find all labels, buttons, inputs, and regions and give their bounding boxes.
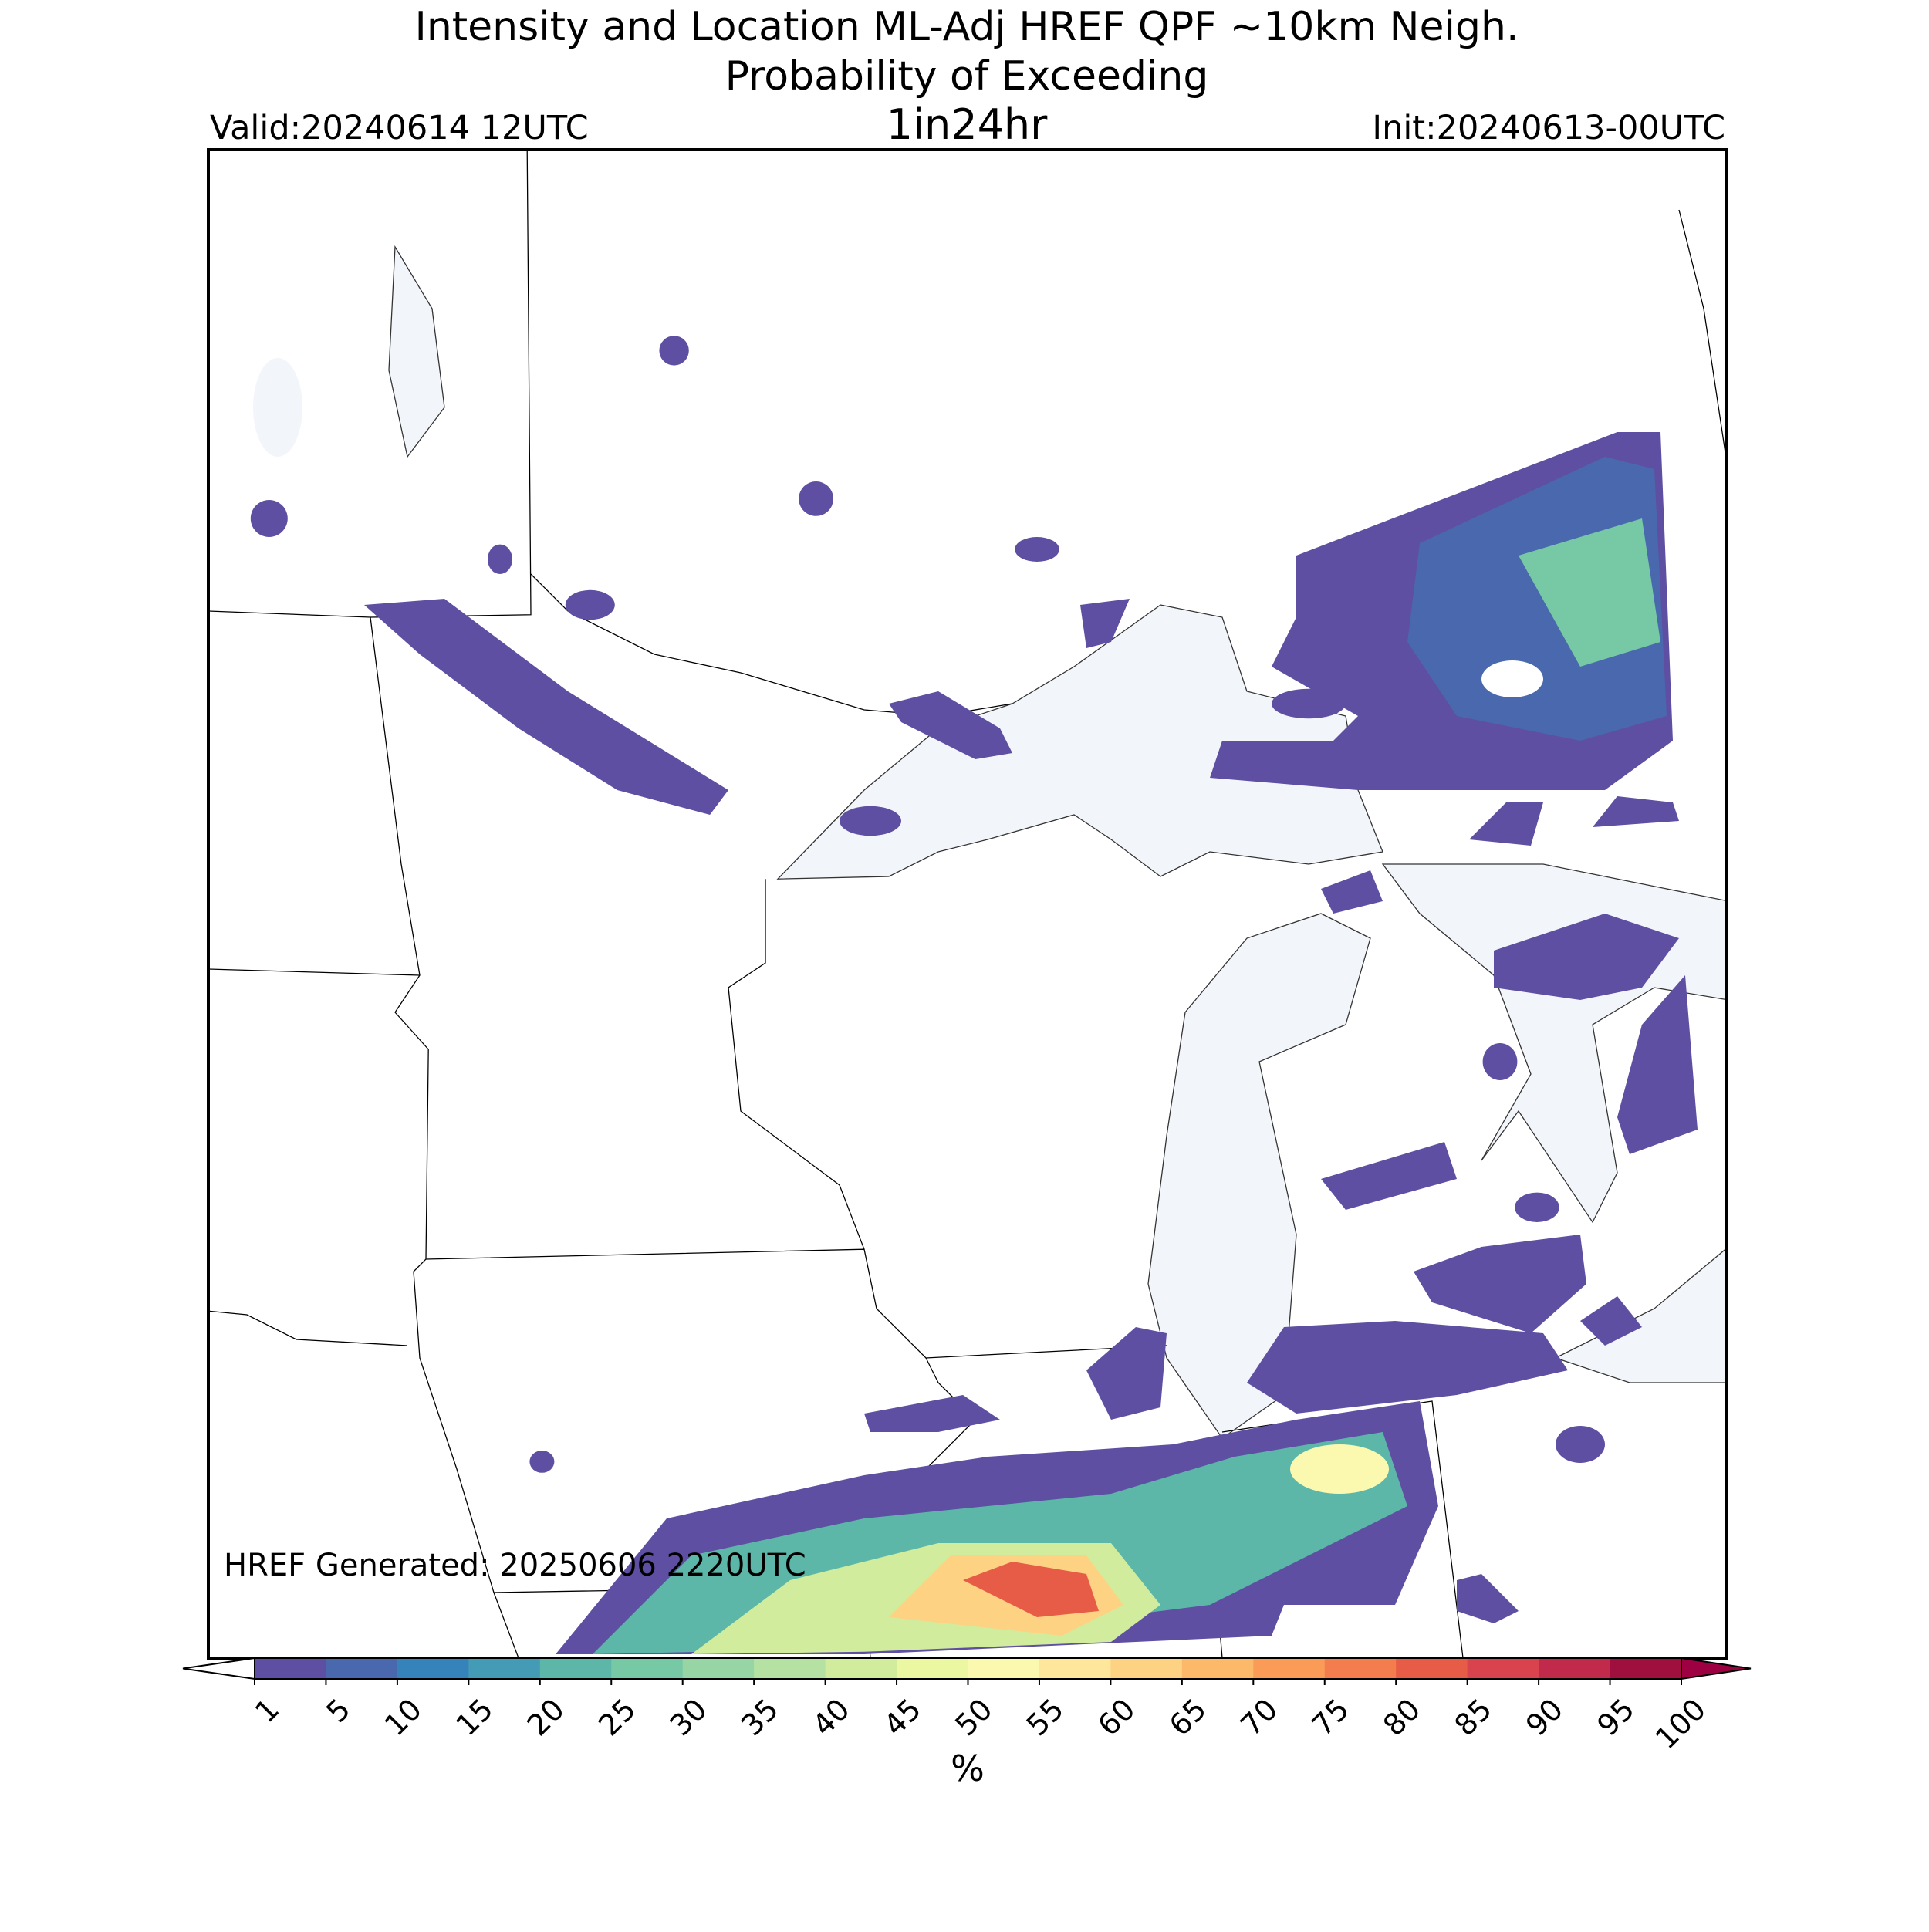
prob-area bbox=[364, 599, 728, 815]
prob-area bbox=[963, 1562, 1099, 1617]
prob-area bbox=[1086, 1327, 1167, 1420]
prob-area bbox=[1015, 537, 1059, 562]
prob-area bbox=[1407, 457, 1667, 741]
prob-area bbox=[1482, 1043, 1518, 1080]
prob-hole bbox=[1481, 660, 1543, 697]
lake-winnipeg bbox=[388, 245, 445, 458]
prob-area bbox=[1494, 914, 1679, 1000]
colorbar-segment bbox=[682, 1658, 755, 1679]
prob-area bbox=[565, 589, 615, 620]
prob-area bbox=[1580, 1296, 1642, 1346]
colorbar-segment bbox=[825, 1658, 897, 1679]
border bbox=[1678, 209, 1726, 458]
colorbar-segment bbox=[539, 1658, 612, 1679]
lake-manitoba bbox=[253, 358, 302, 457]
prob-area bbox=[1290, 1444, 1389, 1494]
prob-area bbox=[799, 481, 833, 516]
lake-superior bbox=[776, 604, 1383, 880]
prob-area bbox=[864, 1395, 1000, 1432]
colorbar-segment bbox=[1396, 1658, 1468, 1679]
prob-area bbox=[1469, 802, 1543, 846]
border bbox=[208, 1310, 408, 1346]
colorbar-segment bbox=[1039, 1658, 1111, 1679]
colorbar-segment bbox=[1110, 1658, 1183, 1679]
border bbox=[370, 616, 519, 1658]
prob-area bbox=[1080, 599, 1130, 648]
colorbar-segment bbox=[255, 1658, 326, 1679]
colorbar-segment bbox=[468, 1658, 541, 1679]
prob-area bbox=[1593, 796, 1679, 827]
subtitle: Probability of Exceeding bbox=[725, 53, 1209, 100]
prob-area bbox=[1321, 1142, 1457, 1210]
border bbox=[728, 879, 865, 1250]
colorbar-segment bbox=[1610, 1658, 1682, 1679]
colorbar-segment bbox=[611, 1658, 684, 1679]
prob-area bbox=[1272, 688, 1346, 719]
prob-area bbox=[659, 336, 689, 366]
prob-area bbox=[1247, 1321, 1568, 1414]
probability-field bbox=[250, 336, 1698, 1654]
valid-time: Valid:20240614 12UTC bbox=[210, 109, 589, 147]
prob-area bbox=[1321, 870, 1383, 914]
border bbox=[208, 968, 421, 976]
generated-note: HREF Generated: 20250606 2220UTC bbox=[224, 1548, 806, 1583]
colorbar-segment bbox=[326, 1658, 398, 1679]
prob-area bbox=[1414, 1235, 1586, 1333]
threshold: 1in24hr bbox=[887, 100, 1049, 149]
border bbox=[425, 1248, 1167, 1359]
prob-area bbox=[1457, 1574, 1519, 1623]
prob-area bbox=[488, 544, 512, 574]
colorbar-segment bbox=[1181, 1658, 1254, 1679]
lake-erie bbox=[1554, 1248, 1726, 1383]
colorbar-segment bbox=[754, 1658, 826, 1679]
colorbar-segment bbox=[1467, 1658, 1539, 1679]
prob-area bbox=[889, 691, 1012, 759]
prob-area bbox=[1519, 518, 1660, 667]
colorbar-segment bbox=[968, 1658, 1040, 1679]
prob-area bbox=[529, 1451, 555, 1473]
title: Intensity and Location ML-Adj HREF QPF ~… bbox=[415, 4, 1519, 50]
colorbar-label: % bbox=[951, 1748, 985, 1789]
colorbar-segment bbox=[1253, 1658, 1326, 1679]
lakes bbox=[253, 245, 1726, 1439]
colorbar-segment bbox=[1324, 1658, 1397, 1679]
colorbar-segment bbox=[1539, 1658, 1611, 1679]
map bbox=[208, 150, 1726, 1658]
init-time: Init:20240613-00UTC bbox=[1372, 109, 1725, 147]
prob-area bbox=[250, 500, 288, 537]
prob-area bbox=[1515, 1192, 1559, 1222]
prob-area bbox=[840, 806, 901, 836]
prob-area bbox=[1617, 975, 1698, 1154]
colorbar-segment bbox=[897, 1658, 968, 1679]
colorbar-segment bbox=[397, 1658, 469, 1679]
prob-area bbox=[1556, 1426, 1605, 1463]
